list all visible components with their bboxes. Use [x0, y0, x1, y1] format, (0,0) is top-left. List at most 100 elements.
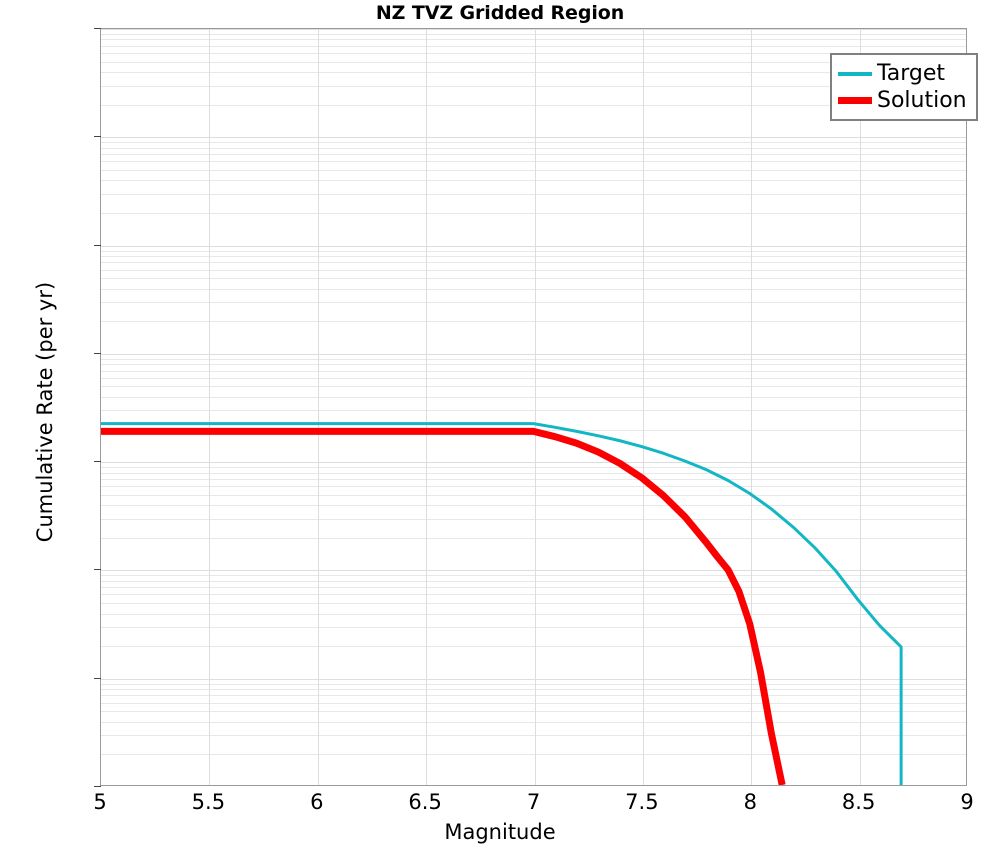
y-tick-mark	[94, 786, 101, 787]
y-tick-mark	[94, 245, 101, 246]
x-axis-label: Magnitude	[444, 820, 556, 844]
gridline-minor-horizontal	[101, 302, 966, 303]
gridline-vertical	[535, 29, 536, 785]
gridline-minor-horizontal	[101, 397, 966, 398]
gridline-minor-horizontal	[101, 689, 966, 690]
x-tick-label: 9	[960, 790, 974, 814]
x-tick-label: 5	[93, 790, 107, 814]
gridline-vertical	[860, 29, 861, 785]
gridline-minor-horizontal	[101, 321, 966, 322]
legend-swatch-solution-icon	[838, 97, 872, 104]
gridline-minor-horizontal	[101, 587, 966, 588]
gridline-major-horizontal	[101, 462, 966, 463]
chart-title: NZ TVZ Gridded Region	[375, 2, 625, 24]
legend-label-solution: Solution	[877, 87, 967, 113]
gridline-vertical	[318, 29, 319, 785]
gridline-vertical	[643, 29, 644, 785]
gridline-minor-horizontal	[101, 646, 966, 647]
gridline-minor-horizontal	[101, 359, 966, 360]
x-tick-label: 7	[526, 790, 541, 814]
gridline-minor-horizontal	[101, 575, 966, 576]
legend-swatch-target-icon	[838, 71, 872, 76]
gridline-minor-horizontal	[101, 614, 966, 615]
gridline-minor-horizontal	[101, 695, 966, 696]
gridline-minor-horizontal	[101, 627, 966, 628]
y-tick-mark	[94, 136, 101, 137]
gridline-minor-horizontal	[101, 180, 966, 181]
legend-item-target[interactable]: Target	[838, 60, 967, 87]
gridline-major-horizontal	[101, 570, 966, 571]
gridline-minor-horizontal	[101, 594, 966, 595]
gridline-minor-horizontal	[101, 53, 966, 54]
series-line-solution	[101, 427, 786, 785]
gridline-minor-horizontal	[101, 34, 966, 35]
legend-item-solution[interactable]: Solution	[838, 87, 967, 114]
gridline-major-horizontal	[101, 246, 966, 247]
gridline-minor-horizontal	[101, 154, 966, 155]
y-tick-mark	[94, 353, 101, 354]
gridline-minor-horizontal	[101, 505, 966, 506]
gridline-minor-horizontal	[101, 479, 966, 480]
data-curves	[101, 422, 903, 785]
gridline-minor-horizontal	[101, 519, 966, 520]
gridline-minor-horizontal	[101, 410, 966, 411]
gridline-minor-horizontal	[101, 371, 966, 372]
x-tick-label: 7.5	[625, 790, 659, 814]
gridline-minor-horizontal	[101, 473, 966, 474]
gridline-minor-horizontal	[101, 754, 966, 755]
gridline-minor-horizontal	[101, 142, 966, 143]
gridline-minor-horizontal	[101, 270, 966, 271]
gridline-major-horizontal	[101, 354, 966, 355]
gridline-minor-horizontal	[101, 364, 966, 365]
gridline-minor-horizontal	[101, 256, 966, 257]
gridline-minor-horizontal	[101, 105, 966, 106]
gridline-minor-horizontal	[101, 495, 966, 496]
gridline-minor-horizontal	[101, 538, 966, 539]
gridline-minor-horizontal	[101, 722, 966, 723]
gridline-minor-horizontal	[101, 735, 966, 736]
gridline-minor-horizontal	[101, 581, 966, 582]
gridline-minor-horizontal	[101, 378, 966, 379]
gridline-minor-horizontal	[101, 684, 966, 685]
gridline-vertical	[209, 29, 210, 785]
legend-label-target: Target	[877, 60, 946, 86]
y-tick-mark	[94, 569, 101, 570]
gridline-major-horizontal	[101, 679, 966, 680]
gridline-minor-horizontal	[101, 289, 966, 290]
gridline-minor-horizontal	[101, 467, 966, 468]
y-tick-mark	[94, 678, 101, 679]
gridline-minor-horizontal	[101, 262, 966, 263]
x-tick-label: 8.5	[841, 790, 876, 814]
y-tick-mark	[94, 461, 101, 462]
gridline-minor-horizontal	[101, 148, 966, 149]
gridline-minor-horizontal	[101, 46, 966, 47]
plot-area	[100, 28, 967, 786]
legend-box: Target Solution	[830, 53, 978, 121]
series-line-target	[101, 422, 903, 785]
gridline-minor-horizontal	[101, 278, 966, 279]
gridline-minor-horizontal	[101, 486, 966, 487]
gridline-minor-horizontal	[101, 86, 966, 87]
gridline-minor-horizontal	[101, 213, 966, 214]
gridline-minor-horizontal	[101, 603, 966, 604]
x-tick-label: 5.5	[191, 790, 226, 814]
gridline-minor-horizontal	[101, 62, 966, 63]
gridline-minor-horizontal	[101, 194, 966, 195]
gridline-vertical	[751, 29, 752, 785]
y-tick-mark	[94, 28, 101, 29]
y-axis-label: Cumulative Rate (per yr)	[33, 281, 57, 543]
gridline-minor-horizontal	[101, 170, 966, 171]
x-tick-label: 8	[743, 790, 757, 814]
gridline-minor-horizontal	[101, 703, 966, 704]
gridline-minor-horizontal	[101, 251, 966, 252]
gridline-vertical	[426, 29, 427, 785]
x-tick-label: 6.5	[408, 790, 442, 814]
gridline-minor-horizontal	[101, 72, 966, 73]
gridline-major-horizontal	[101, 29, 966, 30]
gridline-minor-horizontal	[101, 161, 966, 162]
x-tick-label: 6	[310, 790, 324, 814]
gridline-major-horizontal	[101, 137, 966, 138]
gridline-minor-horizontal	[101, 386, 966, 387]
gridline-minor-horizontal	[101, 39, 966, 40]
